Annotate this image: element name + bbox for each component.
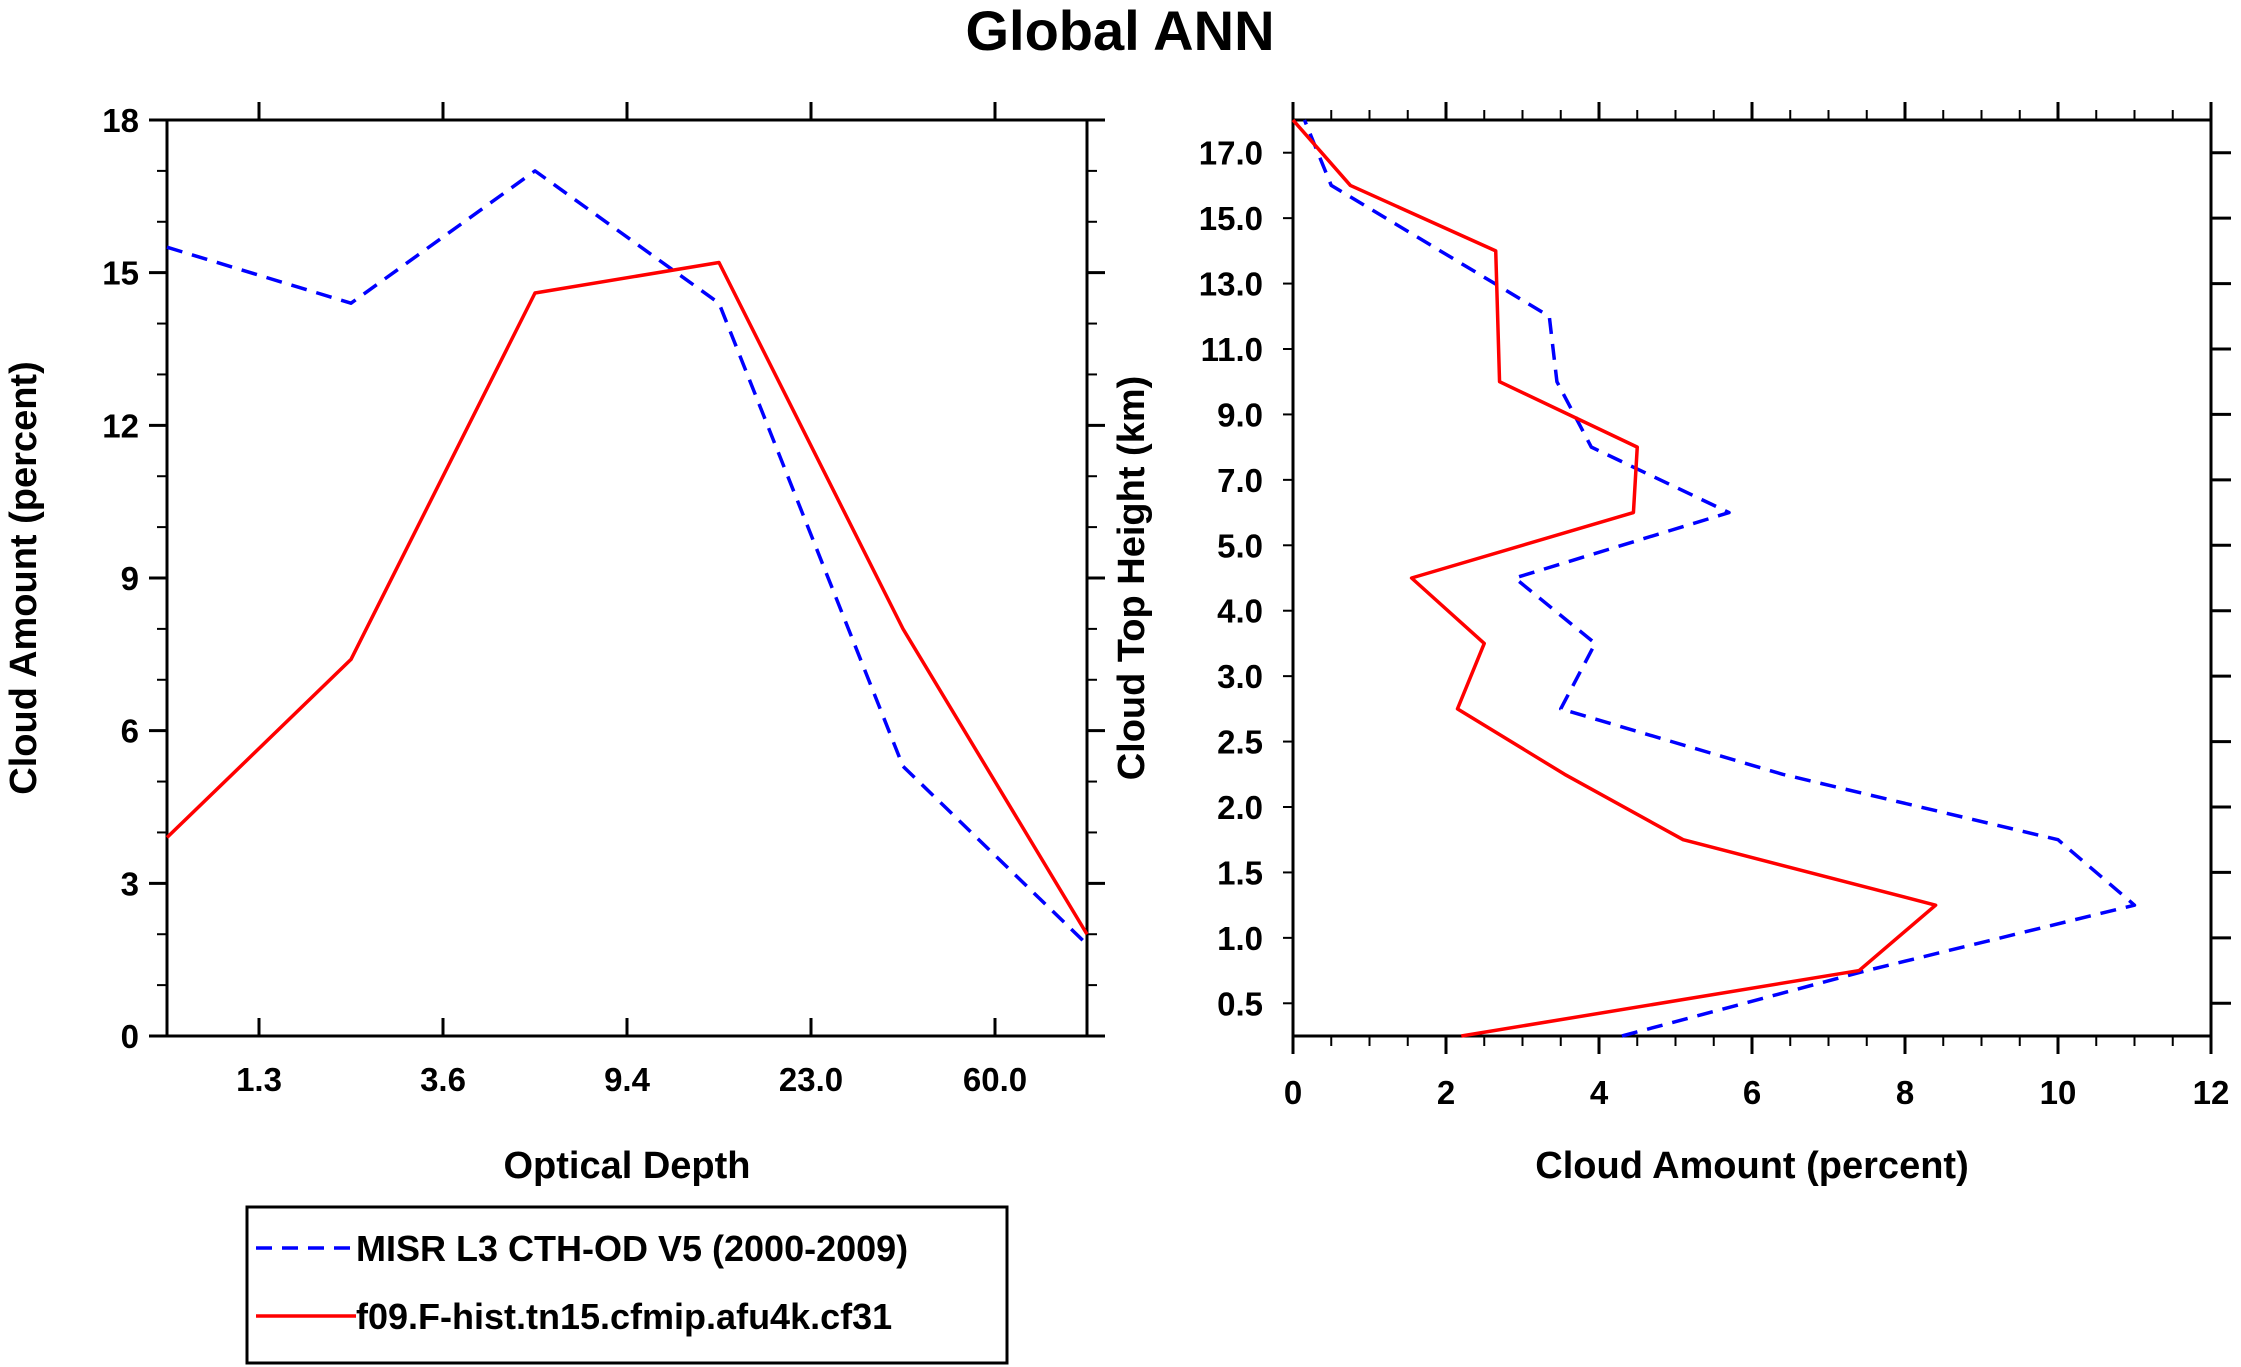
left-series-lines [165, 169, 1089, 946]
right-y-tick-label: 2.0 [1217, 789, 1263, 826]
right-y-tick-label: 9.0 [1217, 396, 1263, 433]
right-x-tick-label: 6 [1743, 1074, 1761, 1111]
left-y-tick-label: 12 [102, 407, 139, 444]
legend-label-misr: MISR L3 CTH-OD V5 (2000-2009) [356, 1228, 908, 1269]
right-x-tick-label: 10 [2040, 1074, 2077, 1111]
right-y-tick-label: 1.5 [1217, 854, 1263, 891]
right-x-tick-label: 0 [1284, 1074, 1302, 1111]
left-y-tick-label: 15 [102, 255, 139, 292]
right-y-tick-label: 17.0 [1199, 135, 1263, 172]
right-y-tick-label: 2.5 [1217, 724, 1263, 761]
left-y-tick-label: 18 [102, 102, 139, 139]
legend-box [245, 1205, 1009, 1365]
left-y-tick-label: 3 [121, 865, 139, 902]
right-y-tick-label: 7.0 [1217, 462, 1263, 499]
right-y-tick-label: 3.0 [1217, 658, 1263, 695]
right-series-misr-line [1302, 119, 2137, 1038]
left-x-tick-label: 9.4 [604, 1061, 651, 1098]
right-x-tick-label: 8 [1896, 1074, 1914, 1111]
left-series-misr-line [166, 169, 1089, 946]
left-x-tick-label: 23.0 [779, 1061, 843, 1098]
right-x-tick-label: 4 [1590, 1074, 1609, 1111]
chart-title: Global ANN [965, 0, 1274, 62]
left-y-tick-label: 9 [121, 560, 139, 597]
left-plot-frame [165, 118, 1089, 1038]
left-series-model-line [165, 260, 1089, 936]
right-y-tick-label: 5.0 [1217, 527, 1263, 564]
left-x-tick-label: 60.0 [963, 1061, 1027, 1098]
cloud-top-height-panel: 0 2 4 6 8 10 12 0.5 1.0 1.5 2.0 2.5 3.0 4.0 5.0 7.0 9.0 1… [1111, 102, 2231, 1187]
right-y-tick-label: 11.0 [1201, 331, 1263, 368]
optical-depth-panel: 1.3 3.6 9.4 23.0 60.0 0 3 6 9 12 15 18 Optical Dept… [3, 102, 1105, 1187]
right-series-lines [1291, 118, 2137, 1038]
left-y-tick-label: 0 [121, 1018, 139, 1055]
left-x-tick-label: 1.3 [236, 1061, 282, 1098]
right-y-axis-label: Cloud Top Height (km) [1111, 376, 1153, 781]
legend: MISR L3 CTH-OD V5 (2000-2009) f09.F-hist… [245, 1205, 1009, 1365]
right-series-model-line [1291, 118, 1938, 1038]
right-plot-frame [1291, 118, 2213, 1038]
legend-label-model: f09.F-hist.tn15.cfmip.afu4k.cf31 [356, 1296, 892, 1337]
left-y-tick-label: 6 [121, 713, 139, 750]
left-x-tick-label: 3.6 [420, 1061, 466, 1098]
right-y-tick-label: 0.5 [1217, 985, 1263, 1022]
right-x-tick-label: 12 [2193, 1074, 2230, 1111]
right-y-tick-label: 1.0 [1217, 920, 1263, 957]
right-x-axis-label: Cloud Amount (percent) [1535, 1145, 1968, 1187]
right-x-tick-label: 2 [1437, 1074, 1455, 1111]
left-y-axis-label: Cloud Amount (percent) [3, 361, 45, 794]
left-x-axis-label: Optical Depth [503, 1145, 750, 1187]
right-axis-ticks: 0 2 4 6 8 10 12 0.5 1.0 1.5 2.0 2.5 3.0 4.0 5.0 7.0 9.0 1… [1199, 102, 2231, 1111]
left-axis-ticks: 1.3 3.6 9.4 23.0 60.0 0 3 6 9 12 15 18 [102, 102, 1105, 1098]
right-y-tick-label: 4.0 [1217, 593, 1263, 630]
right-y-tick-label: 13.0 [1199, 266, 1263, 303]
right-y-tick-label: 15.0 [1199, 200, 1263, 237]
